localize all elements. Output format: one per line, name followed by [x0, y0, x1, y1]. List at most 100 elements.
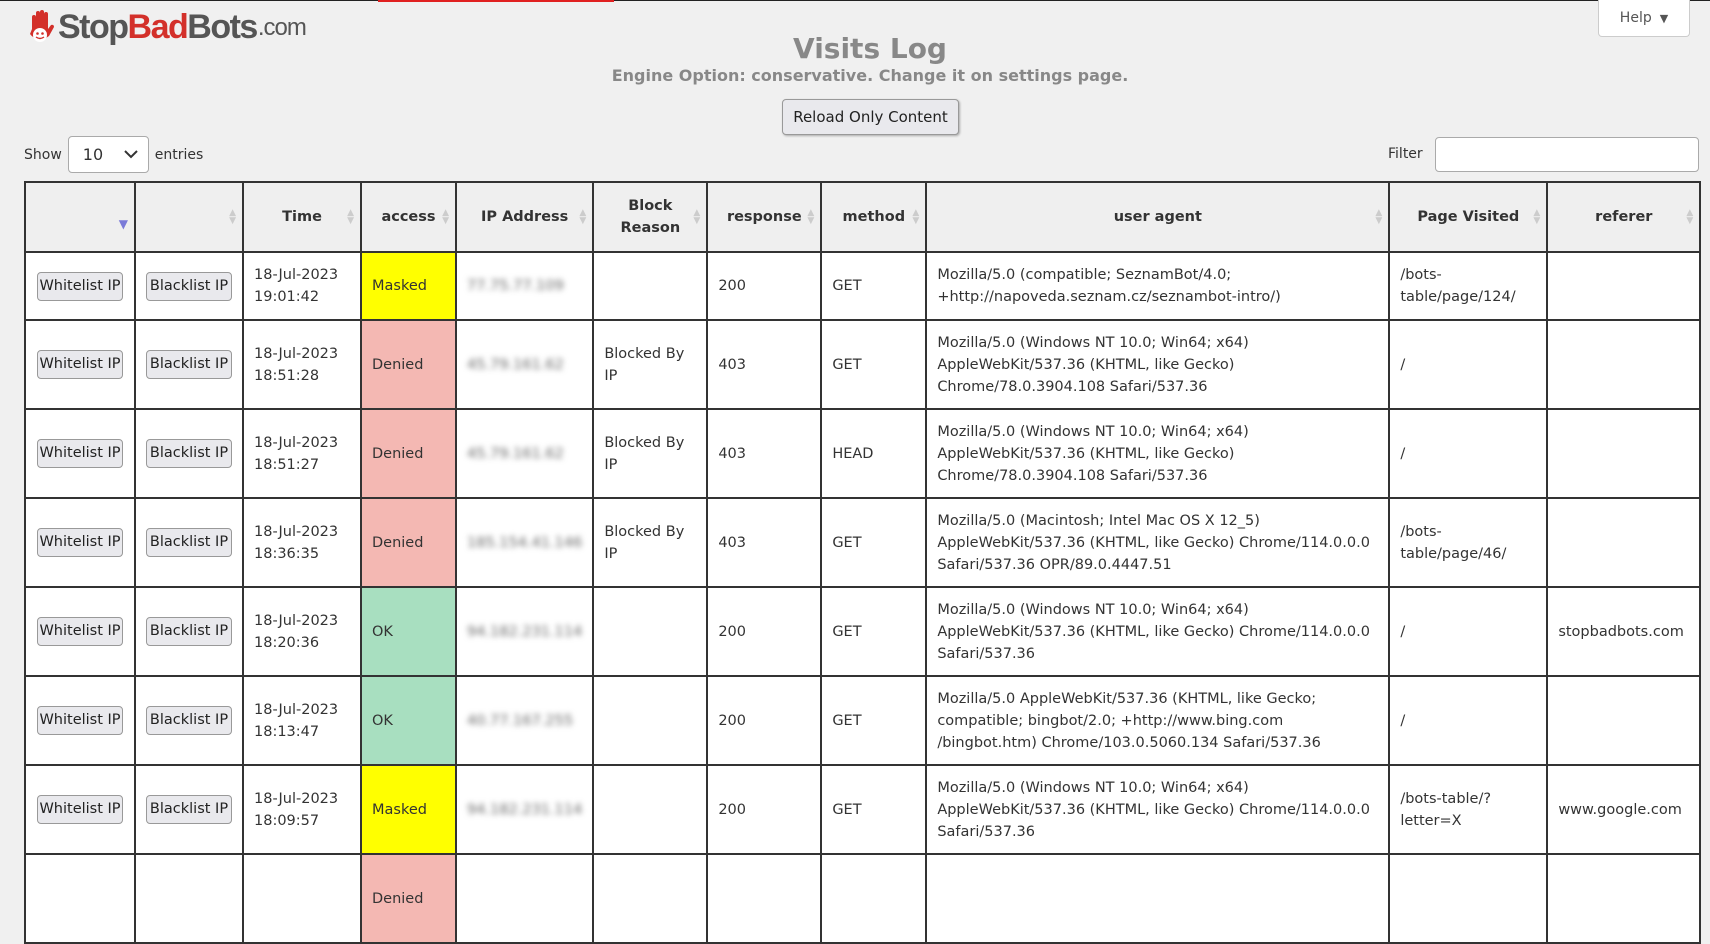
whitelist-ip-button[interactable]: Whitelist IP: [37, 350, 123, 379]
table-row: Whitelist IP Blacklist IP 18-Jul-2023 18:51…: [24, 408, 1702, 499]
help-button[interactable]: Help ▼: [1598, 0, 1690, 37]
entries-label: entries: [154, 146, 204, 163]
page-visited: /: [1400, 712, 1406, 729]
sort-icon[interactable]: ▲ ▼: [807, 208, 815, 226]
time-date: 18-Jul-2023: [254, 523, 339, 540]
user-agent-cell: Mozilla/5.0 (Windows NT 10.0; Win64; x64…: [925, 319, 1391, 410]
blacklist-cell: [134, 853, 244, 944]
ip-address-cell: 45.79.161.62: [454, 408, 595, 499]
column-header-blacklist[interactable]: ▲ ▼: [134, 181, 244, 253]
filter-input[interactable]: [1435, 137, 1699, 172]
time-time: 18:20:36: [254, 634, 320, 651]
http-method-cell: GET: [820, 586, 928, 677]
whitelist-ip-button[interactable]: Whitelist IP: [37, 271, 123, 301]
entries-select[interactable]: 10: [67, 136, 149, 173]
blacklist-ip-button[interactable]: Blacklist IP: [146, 706, 232, 735]
ip-address-cell: 45.79.161.62: [454, 319, 595, 410]
whitelist-cell: [24, 853, 136, 944]
whitelist-ip-button[interactable]: Whitelist IP: [37, 528, 123, 557]
blacklist-cell: Blacklist IP: [134, 497, 244, 588]
time-cell: 18-Jul-2023 18:51:27: [242, 408, 362, 499]
column-header-referer[interactable]: referer ▲ ▼: [1546, 181, 1702, 253]
blacklist-ip-button[interactable]: Blacklist IP: [146, 795, 232, 824]
column-header-page-visited[interactable]: Page Visited ▲ ▼: [1388, 181, 1549, 253]
column-header-label: Page Visited: [1417, 209, 1520, 225]
http-method-cell: HEAD: [820, 408, 928, 499]
column-header-label: user agent: [1113, 209, 1202, 225]
blacklist-ip-button[interactable]: Blacklist IP: [146, 528, 232, 557]
column-header-label: method: [842, 209, 906, 225]
page-visited-cell: /: [1388, 675, 1549, 766]
block-reason-cell: [592, 586, 709, 677]
sort-icon[interactable]: ▲ ▼: [229, 208, 236, 226]
column-header-block-reason[interactable]: Block Reason ▲ ▼: [592, 181, 709, 253]
page-visited-cell: [1388, 853, 1549, 944]
column-header-access[interactable]: access ▲ ▼: [360, 181, 457, 253]
access-status: Denied: [372, 890, 424, 907]
ip-address: 185.154.41.146: [467, 534, 583, 551]
access-status-cell: Masked: [360, 764, 457, 855]
sort-icon[interactable]: ▲ ▼: [912, 208, 920, 226]
user-agent-cell: Mozilla/5.0 (Windows NT 10.0; Win64; x64…: [925, 764, 1391, 855]
help-label: Help: [1619, 10, 1652, 26]
whitelist-cell: Whitelist IP: [24, 586, 136, 677]
time-time: 18:09:57: [254, 812, 320, 829]
user-agent: Mozilla/5.0 (Windows NT 10.0; Win64; x64…: [937, 423, 1249, 484]
page-visited-cell: /bots-table/?letter=X: [1388, 764, 1549, 855]
blacklist-ip-button[interactable]: Blacklist IP: [146, 350, 232, 379]
block-reason-cell: Blocked By IP: [592, 497, 709, 588]
time-time: 18:51:27: [254, 456, 320, 473]
access-status: Denied: [372, 445, 424, 462]
column-header-method[interactable]: method ▲ ▼: [820, 181, 928, 253]
column-header-whitelist[interactable]: ▼: [24, 181, 136, 253]
whitelist-ip-button[interactable]: Whitelist IP: [37, 706, 123, 735]
column-header-time[interactable]: Time ▲ ▼: [242, 181, 362, 253]
http-method: GET: [832, 801, 862, 818]
blacklist-ip-button[interactable]: Blacklist IP: [146, 617, 232, 646]
ip-address: 45.79.161.62: [467, 356, 564, 373]
user-agent-cell: [925, 853, 1391, 944]
sort-icon[interactable]: ▲ ▼: [1686, 208, 1694, 226]
sort-icon[interactable]: ▲ ▼: [693, 208, 701, 226]
whitelist-ip-button[interactable]: Whitelist IP: [37, 439, 123, 468]
block-reason: Blocked By IP: [604, 345, 685, 384]
access-status: Denied: [372, 534, 424, 551]
sort-icon[interactable]: ▲ ▼: [1533, 208, 1541, 226]
sort-icon[interactable]: ▲ ▼: [347, 208, 354, 226]
visits-table: ▼ ▲ ▼ Time ▲ ▼ access ▲ ▼ IP Address ▲ ▼ Block Reaso…: [24, 181, 1702, 944]
time-time: 18:13:47: [254, 723, 320, 740]
sort-icon[interactable]: ▲ ▼: [442, 208, 449, 226]
column-header-ip-address[interactable]: IP Address ▲ ▼: [454, 181, 595, 253]
sort-descending-icon[interactable]: ▼: [118, 216, 128, 231]
table-row: Whitelist IP Blacklist IP 18-Jul-2023 19:01…: [24, 251, 1702, 321]
time-date: 18-Jul-2023: [254, 701, 339, 718]
sort-icon[interactable]: ▲ ▼: [579, 208, 587, 226]
page-visited-cell: /: [1388, 586, 1549, 677]
block-reason-cell: [592, 675, 709, 766]
sort-icon[interactable]: ▲ ▼: [1375, 208, 1383, 226]
blacklist-ip-button[interactable]: Blacklist IP: [146, 439, 232, 468]
time-date: 18-Jul-2023: [254, 345, 339, 362]
time-time: 19:01:42: [254, 289, 320, 305]
column-header-response[interactable]: response ▲ ▼: [706, 181, 823, 253]
access-status: Masked: [372, 278, 427, 294]
entries-value: 10: [82, 145, 104, 164]
user-agent-cell: Mozilla/5.0 (compatible; SeznamBot/4.0; …: [925, 251, 1391, 321]
time-cell: 18-Jul-2023 18:51:28: [242, 319, 362, 410]
whitelist-ip-button[interactable]: Whitelist IP: [37, 617, 123, 646]
whitelist-ip-button[interactable]: Whitelist IP: [37, 795, 123, 824]
logo-suffix: .com: [257, 13, 307, 41]
referer-cell: [1546, 408, 1702, 499]
blacklist-ip-button[interactable]: Blacklist IP: [146, 271, 232, 301]
ip-address-cell: 40.77.167.255: [454, 675, 595, 766]
user-agent-cell: Mozilla/5.0 (Macintosh; Intel Mac OS X 1…: [925, 497, 1391, 588]
block-reason-cell: [592, 251, 709, 321]
referer-cell: [1546, 251, 1702, 321]
show-label: Show: [24, 146, 62, 163]
block-reason-cell: [592, 764, 709, 855]
reload-content-button[interactable]: Reload Only Content: [782, 99, 959, 135]
http-method: GET: [832, 623, 862, 640]
ip-address: 77.75.77.109: [467, 278, 564, 294]
response-code: 200: [718, 623, 746, 640]
column-header-user-agent[interactable]: user agent ▲ ▼: [925, 181, 1391, 253]
